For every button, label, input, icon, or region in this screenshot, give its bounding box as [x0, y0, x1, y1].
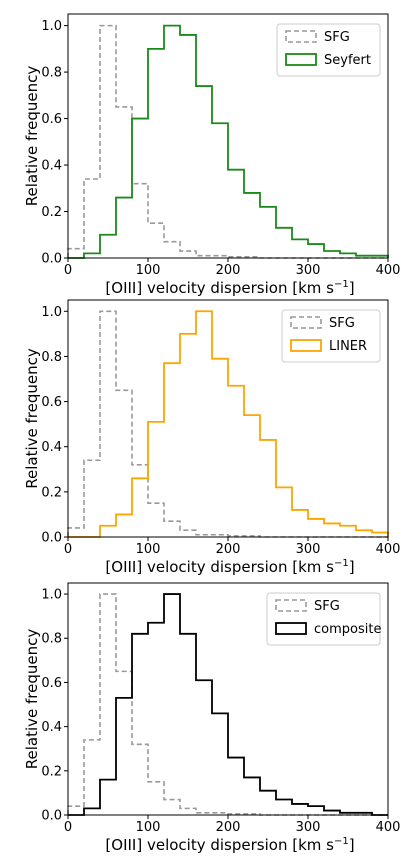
y-axis-label: Relative frequency: [23, 66, 41, 207]
x-tick-label: 0: [64, 820, 72, 835]
y-axis-label: Relative frequency: [23, 348, 41, 489]
y-tick-label: 0.0: [41, 252, 62, 267]
y-tick-label: 0.0: [41, 531, 62, 546]
series-line-sfg: [67, 24, 388, 259]
x-tick-label: 0: [64, 542, 72, 557]
y-tick-label: 0.8: [41, 632, 62, 647]
y-axis-label: Relative frequency: [23, 629, 41, 770]
legend-swatch-composite: [275, 622, 307, 635]
y-tick-label: 0.6: [41, 395, 62, 410]
x-tick-label: 400: [376, 542, 401, 557]
y-tick-label: 0.4: [41, 440, 62, 455]
series-line-seyfert: [68, 24, 389, 259]
y-tick-label: 0.4: [41, 159, 62, 174]
legend-label-sfg: SFG: [324, 30, 350, 45]
x-tick-label: 0: [64, 263, 72, 278]
x-tick-label: 300: [296, 542, 321, 557]
legend-swatch-liner: [290, 339, 322, 352]
legend-swatch-seyfert: [285, 53, 317, 66]
y-tick-label: 0.6: [41, 676, 62, 691]
x-axis-label: [OIII] velocity dispersion [km s−1]: [105, 279, 354, 297]
legend-box: [266, 592, 381, 646]
y-tick-label: 1.0: [41, 588, 62, 603]
series-line-liner: [68, 310, 389, 538]
legend-swatch-sfg: [290, 316, 322, 329]
x-tick-label: 100: [136, 263, 161, 278]
x-tick-label: 300: [296, 820, 321, 835]
legend-box: [281, 309, 381, 363]
legend-swatch-sfg: [285, 30, 317, 43]
legend-label-sfg: SFG: [314, 599, 340, 614]
y-tick-label: 0.2: [41, 485, 62, 500]
x-tick-label: 200: [216, 820, 241, 835]
x-axis-label: [OIII] velocity dispersion [km s−1]: [105, 836, 354, 854]
y-tick-label: 0.2: [41, 205, 62, 220]
legend-label-composite: composite: [314, 622, 381, 637]
x-tick-label: 400: [376, 820, 401, 835]
y-tick-label: 0.8: [41, 66, 62, 81]
y-tick-label: 0.2: [41, 764, 62, 779]
legend-label-sfg: SFG: [329, 316, 355, 331]
x-tick-label: 100: [136, 542, 161, 557]
y-tick-label: 0.4: [41, 720, 62, 735]
x-tick-label: 200: [216, 542, 241, 557]
y-tick-label: 0.8: [41, 350, 62, 365]
chart-panel-2: 0 100 200 300 400 0.0 0.2 0.4 0.6 0.8 1.0 [OIII] ve…: [23, 299, 401, 576]
chart-panel-3: 0 100 200 300 400 0.0 0.2 0.4 0.6 0.8 1.0 [OIII] ve…: [23, 582, 401, 854]
legend-label-seyfert: Seyfert: [324, 53, 371, 68]
y-tick-label: 1.0: [41, 305, 62, 320]
legend-box: [276, 23, 381, 77]
y-tick-label: 1.0: [41, 19, 62, 34]
x-tick-label: 100: [136, 820, 161, 835]
x-tick-label: 400: [376, 263, 401, 278]
y-tick-label: 0.0: [41, 809, 62, 824]
legend-swatch-sfg: [275, 599, 307, 612]
x-axis-label: [OIII] velocity dispersion [km s−1]: [105, 558, 354, 576]
y-tick-label: 0.6: [41, 112, 62, 127]
x-tick-label: 300: [296, 263, 321, 278]
series-line-composite: [68, 593, 388, 816]
series-line-sfg: [67, 593, 388, 816]
chart-panel-1: 0 100 200 300 400 0.0 0.2 0.4 0.6 0.8 1.0 [OIII] ve…: [23, 13, 401, 297]
x-tick-label: 200: [216, 263, 241, 278]
legend-label-liner: LINER: [329, 339, 367, 354]
